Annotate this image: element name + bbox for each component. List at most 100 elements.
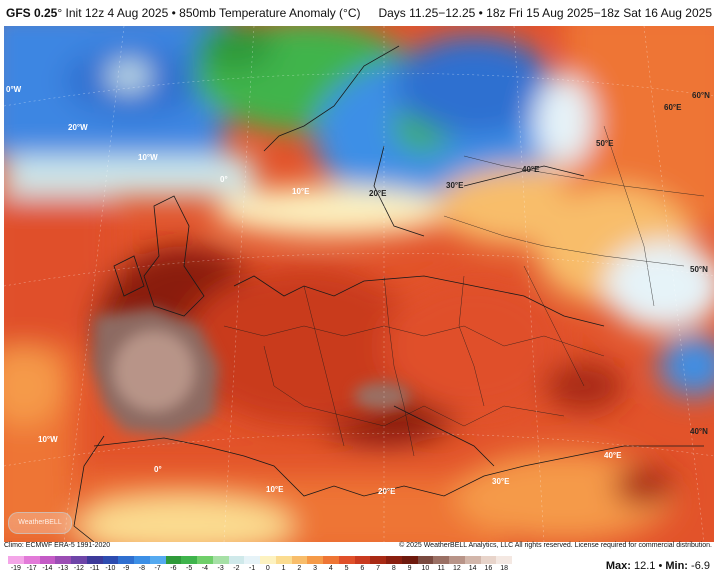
model-degree: ° xyxy=(57,6,63,20)
valid-time: Days 11.25−12.25 • 18z Fri 15 Aug 2025−1… xyxy=(378,6,712,20)
colorbar-swatch xyxy=(197,556,213,564)
colorbar-tick-label: 8 xyxy=(391,565,396,572)
colorbar-swatch xyxy=(291,556,308,564)
colorbar-tick-label: -11 xyxy=(89,565,100,572)
colorbar-tick-label: -5 xyxy=(186,565,193,572)
anomaly-field xyxy=(4,26,714,542)
colorbar-swatch xyxy=(102,556,119,564)
max-value: 12.1 xyxy=(633,560,656,572)
label-0: 0° xyxy=(220,175,228,184)
colorbar-tick-label: 16 xyxy=(484,565,493,572)
colorbar-tick-label: -12 xyxy=(73,565,84,572)
colorbar-swatch xyxy=(118,556,134,564)
label-10e: 10°E xyxy=(292,187,310,196)
colorbar-swatch xyxy=(354,556,371,564)
colorbar-tick-label: 3 xyxy=(313,565,318,572)
graticule xyxy=(4,26,714,542)
colorbar-tick-label: -10 xyxy=(105,565,116,572)
colorbar-swatch xyxy=(228,556,245,564)
colorbar-swatch xyxy=(212,556,229,564)
colorbar-swatch xyxy=(55,556,71,564)
colorbar-swatch xyxy=(338,556,355,564)
label-10w: 10°W xyxy=(138,153,158,162)
colorbar-swatch xyxy=(23,556,40,564)
colorbar-tick-label: 7 xyxy=(376,565,381,572)
label-20w: 20°W xyxy=(68,123,88,132)
colorbar-swatch xyxy=(464,556,481,564)
colorbar-tick-label: -14 xyxy=(42,565,53,572)
label-20e: 20°E xyxy=(369,189,387,198)
min-value: -6.9 xyxy=(691,560,710,572)
colorbar-swatch xyxy=(480,556,497,564)
label-60e: 60°E xyxy=(664,103,682,112)
colorbar-tick-label: 1 xyxy=(281,565,286,572)
climo-text: Climo: ECMWF ERA-5 1991-2020 xyxy=(4,542,111,549)
model-name: GFS 0.25 xyxy=(6,6,58,20)
extreme-anomaly-blobs xyxy=(92,308,410,436)
label-10e-bottom: 10°E xyxy=(266,485,284,494)
colorbar-tick-label: 2 xyxy=(297,565,302,572)
colorbar-tick-label: 12 xyxy=(452,565,461,572)
max-label: Max: xyxy=(605,560,631,572)
colorbar-tick-label: -8 xyxy=(138,565,145,572)
bullet: • xyxy=(171,6,176,20)
colorbar-tick-label: 0 xyxy=(265,565,270,572)
colorbar-swatch xyxy=(275,556,292,564)
colorbar-tick-label: -13 xyxy=(58,565,69,572)
label-20e-bottom: 20°E xyxy=(378,487,396,496)
colorbar-tick-label: 18 xyxy=(500,565,509,572)
label-40e: 40°E xyxy=(522,165,540,174)
colorbar-swatch xyxy=(71,556,87,564)
label-10w-bottom: 10°W xyxy=(38,435,58,444)
colorbar-swatch xyxy=(323,556,339,564)
colorbar-swatch xyxy=(244,556,260,564)
colorbar-tick-label: -2 xyxy=(233,565,240,572)
label-60n: 60°N xyxy=(692,91,710,100)
colorbar-tick-label: 14 xyxy=(468,565,477,572)
label-40n: 40°N xyxy=(690,427,708,436)
coastlines xyxy=(73,45,704,542)
max-min-separator: • xyxy=(658,560,663,572)
map-svg: 0°W 20°W 10°W 0° 10°E 20°E 30°E 40°E 50°… xyxy=(4,26,714,542)
header: GFS 0.25° Init 12z 4 Aug 2025 • 850mb Te… xyxy=(0,0,718,26)
weatherbell-logo: WeatherBELL xyxy=(8,512,72,534)
colorbar-tick-label: 10 xyxy=(421,565,430,572)
footer: Climo: ECMWF ERA-5 1991-2020 © 2025 Weat… xyxy=(0,542,718,578)
label-0w: 0°W xyxy=(6,85,22,94)
label-40e-bottom: 40°E xyxy=(604,451,622,460)
colorbar-swatch xyxy=(433,556,449,564)
colorbar-tick-label: -17 xyxy=(26,565,37,572)
colorbar-tick-label: -1 xyxy=(249,565,256,572)
colorbar-swatch xyxy=(165,556,182,564)
anomaly-map: 0°W 20°W 10°W 0° 10°E 20°E 30°E 40°E 50°… xyxy=(4,26,714,542)
min-label: Min: xyxy=(665,560,688,572)
colorbar-tick-label: 11 xyxy=(437,565,445,572)
colorbar xyxy=(8,556,512,564)
label-50e: 50°E xyxy=(596,139,614,148)
colorbar-swatch xyxy=(39,556,56,564)
colorbar-tick-label: 4 xyxy=(328,565,333,572)
header-left: GFS 0.25° Init 12z 4 Aug 2025 • 850mb Te… xyxy=(6,6,360,20)
colorbar-tick-label: -4 xyxy=(201,565,208,572)
colorbar-swatch xyxy=(86,556,103,564)
colorbar-swatch xyxy=(181,556,197,564)
colorbar-tick-label: 6 xyxy=(360,565,365,572)
colorbar-tick-label: -3 xyxy=(217,565,224,572)
colorbar-swatch xyxy=(134,556,150,564)
label-0-bottom: 0° xyxy=(154,465,162,474)
label-30e-bottom: 30°E xyxy=(492,477,510,486)
colorbar-swatch xyxy=(386,556,402,564)
colorbar-swatch xyxy=(370,556,386,564)
map-labels: 0°W 20°W 10°W 0° 10°E 20°E 30°E 40°E 50°… xyxy=(6,85,710,496)
colorbar-ticks: -19 -17 -14 -13 -12 -11 -10 -9 -8 -7 -6 -5 -4 -3 -2 -1 0… xyxy=(8,565,512,575)
init-time: Init 12z 4 Aug 2025 xyxy=(65,6,169,20)
colorbar-tick-label: -6 xyxy=(170,565,177,572)
colorbar-swatch xyxy=(260,556,276,564)
colorbar-swatch xyxy=(8,556,24,564)
copyright-text: © 2025 WeatherBELL Analytics, LLC All ri… xyxy=(399,542,712,549)
label-50n: 50°N xyxy=(690,265,708,274)
label-30e: 30°E xyxy=(446,181,464,190)
colorbar-tick-label: -9 xyxy=(123,565,130,572)
colorbar-swatch xyxy=(307,556,323,564)
colorbar-tick-label: 5 xyxy=(344,565,349,572)
